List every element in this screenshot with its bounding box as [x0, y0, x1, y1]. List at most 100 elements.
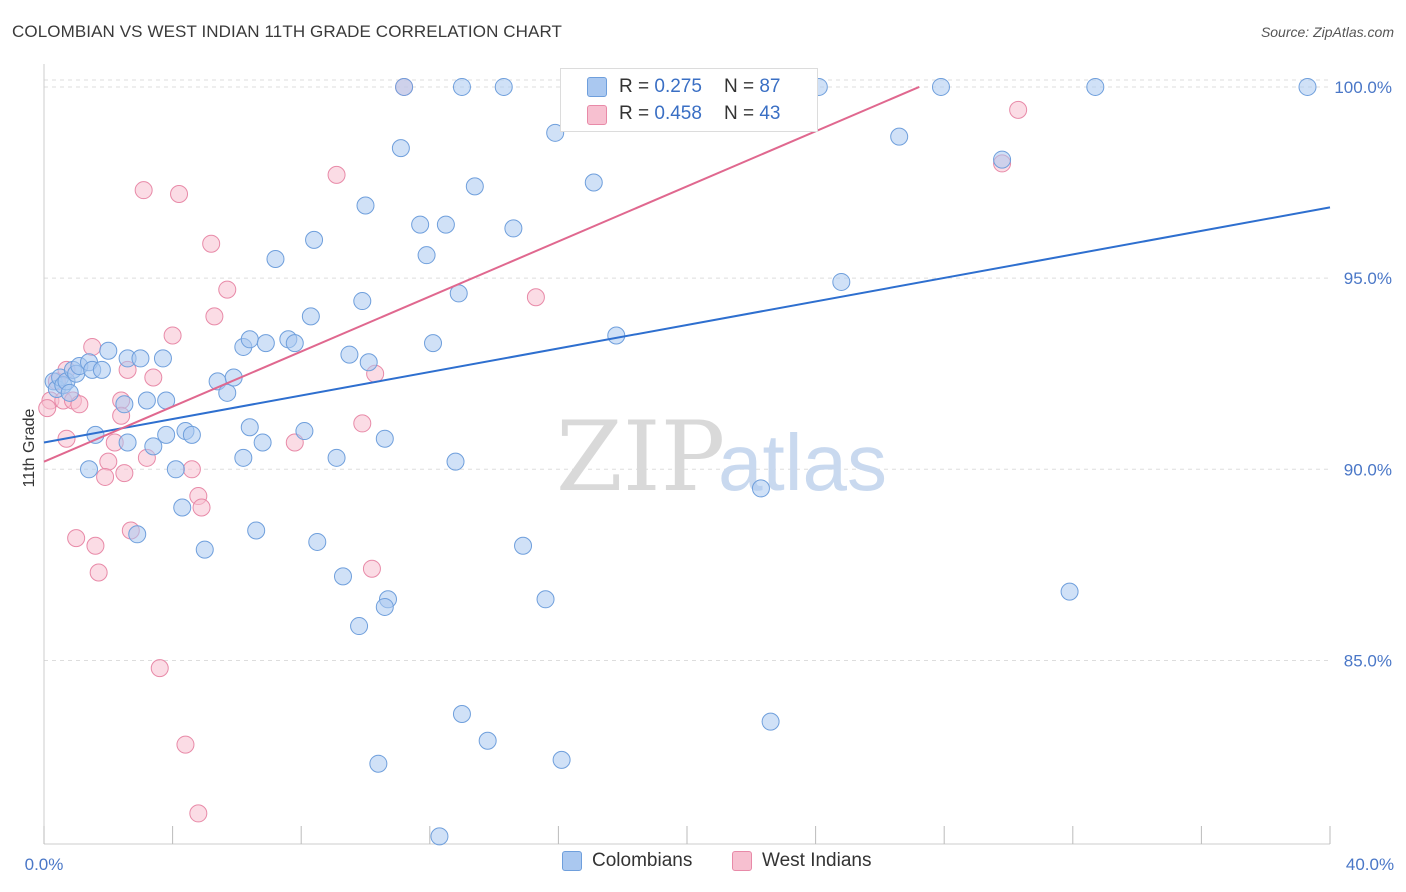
colombians-point-70 [417, 246, 436, 265]
colombians-point-40 [375, 429, 394, 448]
r-value-colombians: 0.275 [654, 76, 702, 97]
west-indians-point-29 [353, 414, 372, 433]
colombians-point-5 [60, 383, 79, 402]
legend-item-colombians: Colombians [562, 850, 692, 872]
west-indians-point-24 [89, 563, 108, 582]
colombians-point-14 [131, 349, 150, 368]
west-indians-point-35 [134, 181, 153, 200]
west-indians-point-26 [176, 735, 195, 754]
colombians-point-59 [369, 754, 388, 773]
west-indians-point-41 [1009, 100, 1028, 119]
colombians-point-57 [478, 731, 497, 750]
legend-row-west-indians: R = 0.458 N = 43 [619, 103, 781, 124]
legend-item-west-indians: West Indians [732, 850, 871, 872]
colombians-point-58 [552, 750, 571, 769]
west-indians-point-36 [170, 185, 189, 203]
colombians-point-62 [751, 479, 770, 498]
west-indians-point-20 [192, 498, 211, 517]
colombians-point-69 [305, 230, 324, 249]
west-indians-point-22 [86, 536, 105, 555]
colombians-point-47 [247, 521, 266, 540]
colombians-point-83 [452, 77, 471, 96]
trend-lines [43, 86, 1331, 463]
colombians-point-33 [157, 425, 176, 444]
y-tick-label-0: 85.0% [1344, 651, 1392, 670]
colombians-point-19 [218, 383, 237, 402]
colombians-points [44, 77, 1317, 846]
west-indians-swatch [587, 105, 607, 125]
colombians-point-38 [295, 422, 314, 441]
colombians-point-78 [391, 139, 410, 158]
colombians-point-87 [1086, 77, 1105, 96]
colombians-point-44 [446, 452, 465, 471]
axes [43, 64, 1331, 845]
colombians-point-39 [327, 448, 346, 467]
colombians-point-32 [144, 437, 163, 456]
west-indians-point-6 [83, 337, 102, 356]
colombians-point-35 [182, 425, 201, 444]
colombians-point-64 [607, 326, 626, 345]
colombians-point-60 [430, 827, 449, 846]
colombians-point-66 [266, 250, 285, 268]
colombians-point-15 [153, 349, 172, 368]
west-indians-point-31 [362, 559, 381, 578]
colombians-point-36 [240, 418, 259, 437]
tick-labels: 85.0% 90.0% 95.0% 100.0% 0.0% 40.0% [25, 78, 1394, 874]
colombians-point-45 [173, 498, 192, 517]
west-indians-trend-line [43, 86, 920, 463]
colombians-point-51 [333, 567, 352, 586]
y-tick-label-3: 100.0% [1334, 78, 1392, 97]
legend-label-colombians: Colombians [592, 850, 693, 871]
watermark-atlas: atlas [718, 418, 887, 507]
r-value-west-indians: 0.458 [654, 103, 702, 124]
west-indians-point-25 [150, 659, 169, 678]
colombians-point-50 [514, 536, 533, 555]
colombians-point-54 [536, 590, 555, 609]
x-tick-label-max: 40.0% [1346, 855, 1394, 874]
watermark-zip: ZIP [556, 401, 725, 513]
colombians-point-46 [195, 540, 214, 559]
colombians-point-81 [993, 150, 1012, 169]
colombians-point-67 [353, 292, 372, 311]
watermark: ZIP atlas [556, 401, 887, 513]
y-tick-label-1: 90.0% [1344, 460, 1392, 479]
n-value-west-indians: 43 [759, 103, 781, 124]
west-indians-point-28 [285, 433, 304, 452]
colombians-point-84 [494, 77, 513, 96]
colombians-point-61 [761, 712, 780, 731]
colombians-legend-swatch [562, 851, 582, 871]
colombians-point-42 [80, 460, 99, 479]
legend-row-colombians: R = 0.275 N = 87 [619, 76, 781, 97]
colombians-point-72 [411, 215, 430, 234]
colombians-point-65 [832, 272, 851, 291]
west-indians-point-14 [99, 452, 118, 471]
colombians-point-43 [166, 460, 185, 479]
colombians-point-77 [584, 173, 603, 192]
colombians-point-68 [301, 307, 320, 326]
colombians-point-11 [92, 360, 111, 379]
west-indians-point-18 [182, 460, 201, 479]
west-indians-point-32 [205, 307, 224, 326]
colombians-point-79 [546, 123, 565, 142]
colombians-point-63 [1060, 582, 1079, 601]
colombians-point-49 [308, 532, 327, 551]
legend-label-west-indians: West Indians [762, 850, 872, 871]
west-indians-point-37 [327, 165, 346, 184]
colombians-point-86 [931, 77, 950, 96]
west-indians-point-5 [70, 395, 89, 414]
colombians-point-27 [359, 353, 378, 372]
x-tick-label-min: 0.0% [25, 855, 64, 874]
colombians-point-80 [890, 127, 909, 146]
west-indians-point-17 [115, 464, 134, 483]
colombians-point-12 [99, 341, 118, 360]
colombians-point-55 [350, 617, 369, 636]
colombians-point-26 [340, 345, 359, 364]
west-indians-legend-swatch [732, 851, 752, 871]
colombians-point-16 [137, 391, 156, 410]
colombians-point-76 [465, 177, 484, 196]
west-indians-point-8 [144, 368, 163, 387]
colombians-point-53 [375, 597, 394, 616]
colombians-point-88 [1298, 77, 1317, 96]
colombians-point-41 [234, 448, 253, 467]
